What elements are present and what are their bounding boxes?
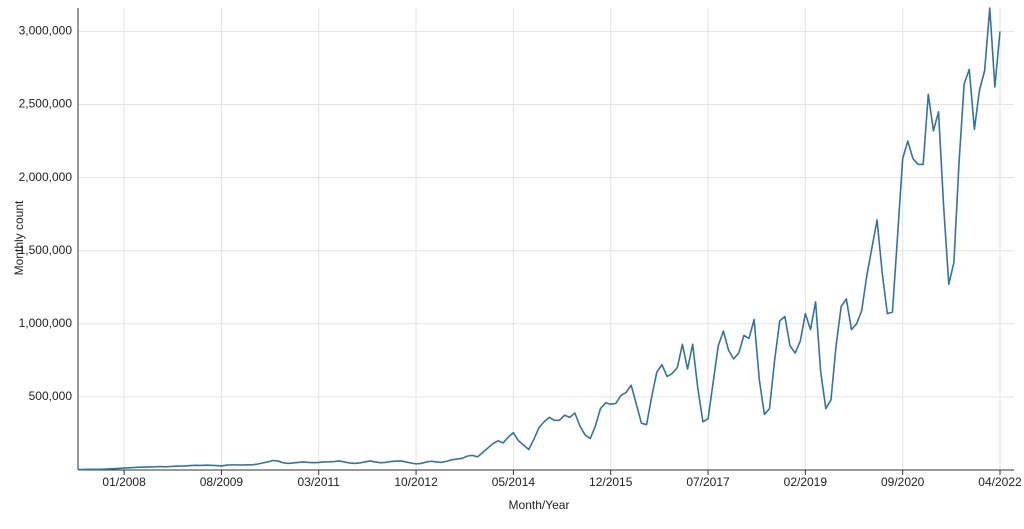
x-tick-label: 09/2020 xyxy=(881,475,925,489)
y-tick-label: 2,000,000 xyxy=(19,170,73,184)
x-tick-label: 10/2012 xyxy=(394,475,438,489)
x-tick-label: 02/2019 xyxy=(784,475,828,489)
data-line xyxy=(77,7,1001,471)
x-tick-label: 07/2017 xyxy=(686,475,730,489)
y-tick-label: 500,000 xyxy=(29,389,73,403)
x-tick-label: 01/2008 xyxy=(102,475,146,489)
x-tick-label: 08/2009 xyxy=(200,475,244,489)
y-tick-label: 1,000,000 xyxy=(19,316,73,330)
x-tick-label: 03/2011 xyxy=(297,475,340,489)
y-tick-label: 3,000,000 xyxy=(19,24,73,38)
x-axis-title: Month/Year xyxy=(509,498,570,512)
x-tick-label: 05/2014 xyxy=(492,475,536,489)
x-tick-label: 12/2015 xyxy=(589,475,633,489)
x-tick-label: 04/2022 xyxy=(978,475,1022,489)
y-axis-title: Monthly count xyxy=(12,200,26,275)
y-tick-label: 1,500,000 xyxy=(19,243,73,257)
y-tick-label: 2,500,000 xyxy=(19,97,73,111)
